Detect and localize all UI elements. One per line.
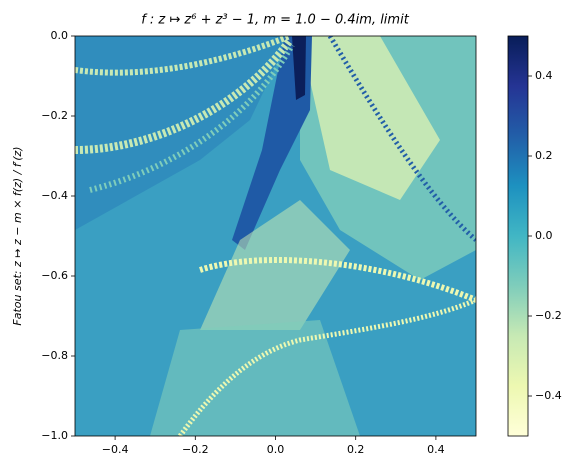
colorbar-tick-label: 0.2 [535, 149, 553, 162]
x-tick-label: 0.0 [267, 443, 285, 456]
y-tick-label: −1.0 [41, 429, 68, 442]
y-axis-label: Fatou set: z ↦ z − m × f(z) / f′(z) [11, 146, 24, 325]
y-tick-label: −0.2 [41, 109, 68, 122]
x-tick-label: 0.4 [427, 443, 445, 456]
chart-title: f : z ↦ z⁶ + z³ − 1, m = 1.0 − 0.4im, li… [141, 13, 409, 28]
y-tick-label: −0.8 [41, 349, 68, 362]
y-tick-label: −0.6 [41, 269, 68, 282]
fractal-image [75, 36, 476, 436]
colorbar-tick-label: −0.4 [535, 389, 562, 402]
colorbar-tick-label: 0.0 [535, 229, 553, 242]
x-tick-label: 0.2 [347, 443, 365, 456]
x-tick-label: −0.4 [102, 443, 129, 456]
colorbar-tick-label: 0.4 [535, 69, 553, 82]
x-tick-label: −0.2 [182, 443, 209, 456]
colorbar-tick-label: −0.2 [535, 309, 562, 322]
y-tick-label: 0.0 [51, 29, 69, 42]
y-tick-label: −0.4 [41, 189, 68, 202]
colorbar [507, 35, 529, 437]
